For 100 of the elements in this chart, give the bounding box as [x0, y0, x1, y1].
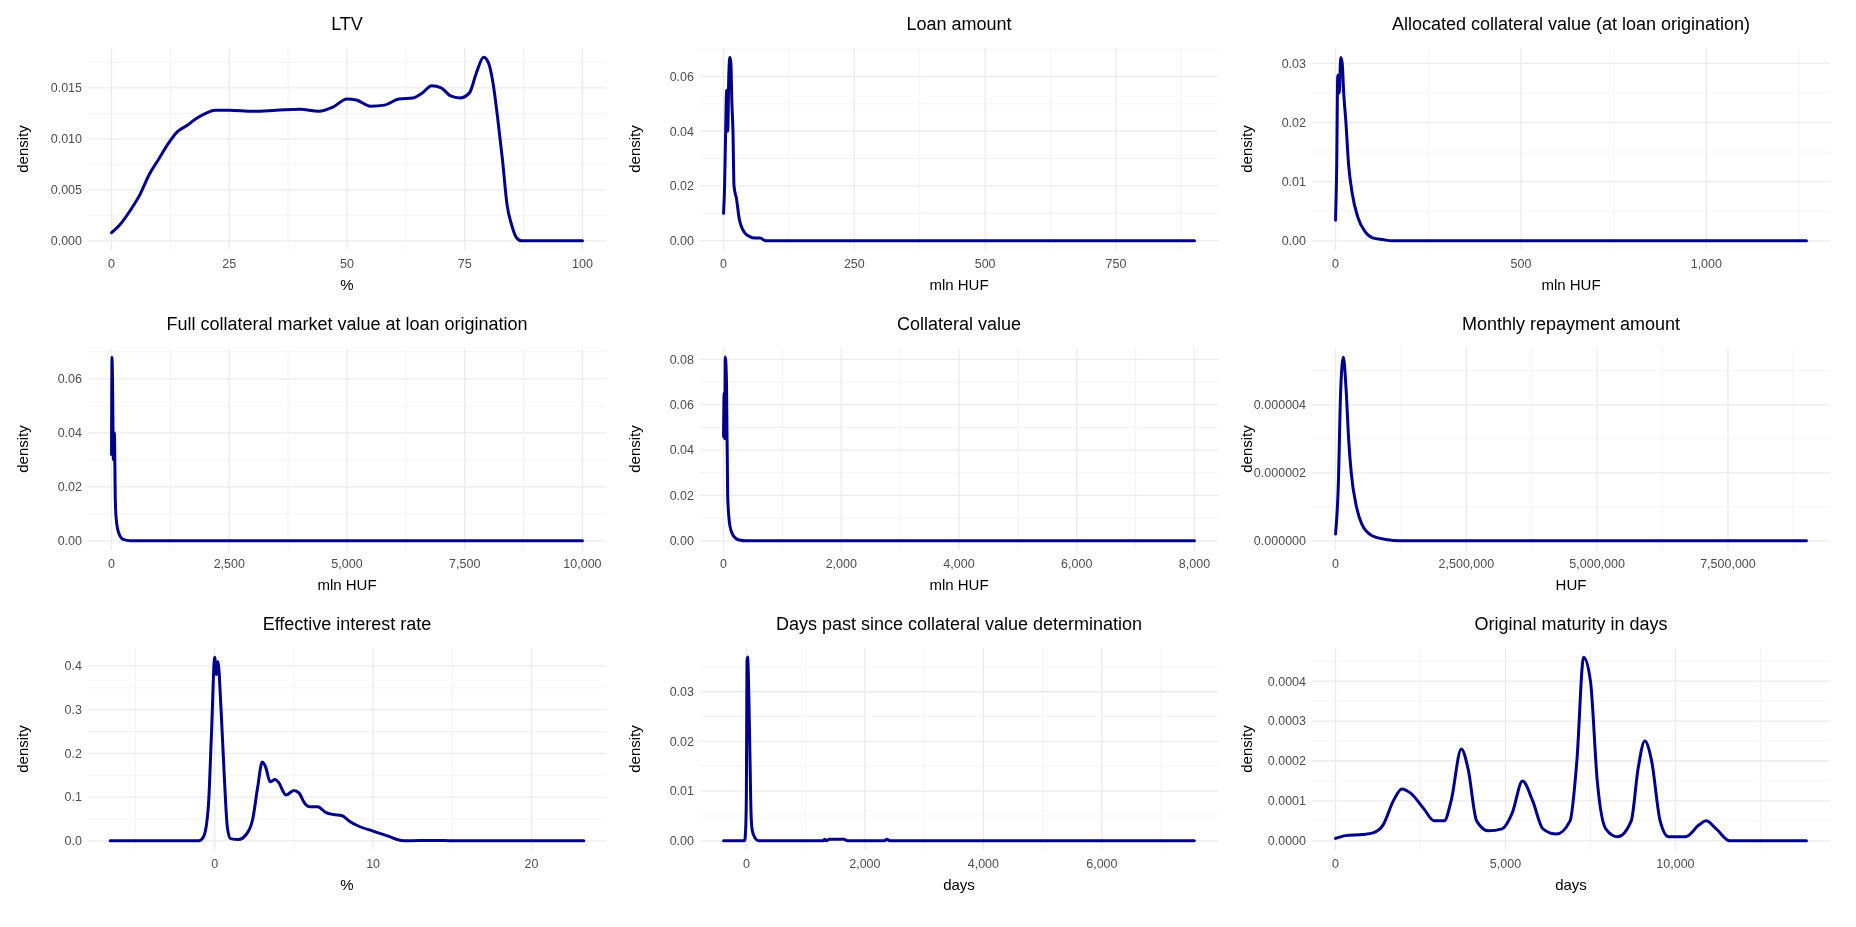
y-tick-label: 0.1 [64, 790, 83, 805]
x-axis-title: days [943, 876, 975, 893]
y-tick-label: 0.02 [57, 480, 83, 495]
chart-title: Effective interest rate [262, 614, 432, 634]
line-series [722, 655, 1196, 843]
chart-title: Original maturity in days [1474, 614, 1668, 634]
y-axis-title: density [626, 124, 643, 173]
x-tick-label: 0 [720, 257, 728, 271]
x-axis-title: mln HUF [929, 276, 989, 293]
line-series [110, 55, 584, 243]
x-axis-title: days [1555, 876, 1587, 893]
y-axis-title: density [14, 124, 31, 173]
y-axis-title: density [1238, 424, 1255, 473]
x-tick-label: 5,000 [331, 557, 363, 571]
y-tick-label: 0.02 [669, 179, 695, 194]
x-tick-label: 50 [340, 257, 354, 271]
x-tick-label: 10 [366, 857, 381, 871]
y-tick-label: 0.0001 [1267, 794, 1307, 809]
y-tick-label: 0.4 [64, 659, 83, 674]
y-tick-label: 0.02 [669, 488, 695, 503]
x-tick-label: 5,000 [1489, 857, 1522, 871]
y-tick-label: 0.02 [669, 734, 695, 749]
line-series [1334, 655, 1808, 843]
y-tick-label: 0.000 [50, 234, 83, 249]
x-tick-label: 0 [720, 557, 728, 571]
x-tick-label: 750 [1105, 257, 1127, 271]
x-tick-label: 1,000 [1690, 257, 1723, 271]
y-tick-label: 0.06 [57, 372, 83, 387]
y-tick-label: 0.000004 [1253, 398, 1307, 413]
x-tick-label: 4,000 [967, 857, 1000, 871]
x-tick-label: 2,000 [825, 557, 857, 571]
x-tick-label: 500 [974, 257, 996, 271]
y-tick-label: 0.2 [64, 746, 83, 761]
y-tick-label: 0.0 [64, 834, 83, 849]
y-tick-label: 0.04 [669, 124, 695, 139]
line-series [1334, 55, 1808, 243]
x-tick-label: 100 [572, 257, 593, 271]
y-tick-label: 0.0003 [1267, 714, 1307, 729]
x-axis-title: mln HUF [1541, 276, 1601, 293]
x-tick-label: 0 [1332, 257, 1340, 271]
y-tick-label: 0.015 [50, 81, 83, 96]
chart-title: Loan amount [906, 14, 1012, 34]
x-tick-label: 0 [108, 257, 116, 271]
x-tick-label: 6,000 [1086, 857, 1118, 871]
line-series [110, 355, 584, 543]
chart-title: Full collateral market value at loan origination [166, 314, 528, 334]
x-tick-label: 20 [524, 857, 539, 871]
x-tick-label: 0 [108, 557, 116, 571]
y-tick-label: 0.06 [669, 398, 695, 413]
y-tick-label: 0.08 [669, 352, 695, 367]
x-tick-label: 75 [457, 257, 472, 271]
y-tick-label: 0.06 [669, 69, 695, 84]
chart-title: Allocated collateral value (at loan origination) [1391, 14, 1751, 34]
y-axis-title: density [626, 724, 643, 773]
x-tick-label: 6,000 [1061, 557, 1093, 571]
chart-title: Collateral value [896, 314, 1022, 334]
y-axis-title: density [626, 424, 643, 473]
y-tick-label: 0.00 [1281, 234, 1307, 249]
x-tick-label: 5,000,000 [1569, 557, 1626, 571]
x-axis-title: HUF [1555, 576, 1587, 593]
y-tick-label: 0.0000 [1267, 834, 1307, 849]
y-tick-label: 0.01 [1281, 175, 1307, 190]
x-tick-label: 7,500 [449, 557, 481, 571]
y-axis-title: density [1238, 724, 1255, 773]
line-series [108, 655, 586, 843]
chart-title: Days past since collateral value determination [775, 614, 1143, 634]
x-tick-label: 0 [1332, 557, 1340, 571]
x-axis-title: % [340, 876, 354, 893]
x-tick-label: 10,000 [1656, 857, 1695, 871]
y-axis-title: density [14, 424, 31, 473]
x-tick-label: 7,500,000 [1700, 557, 1756, 571]
x-axis-title: mln HUF [929, 576, 989, 593]
y-tick-label: 0.005 [50, 183, 83, 198]
line-series [722, 55, 1196, 243]
line-series [722, 355, 1196, 543]
x-axis-title: % [340, 276, 354, 293]
x-tick-label: 25 [222, 257, 237, 271]
y-tick-label: 0.00 [669, 834, 695, 849]
x-tick-label: 10,000 [563, 557, 602, 571]
y-tick-label: 0.010 [50, 132, 83, 147]
y-tick-label: 0.04 [669, 443, 695, 458]
y-tick-label: 0.00 [57, 534, 83, 549]
y-tick-label: 0.0002 [1267, 754, 1307, 769]
chart-title: Monthly repayment amount [1461, 314, 1681, 334]
y-tick-label: 0.03 [669, 685, 695, 700]
y-tick-label: 0.0004 [1267, 674, 1307, 689]
x-tick-label: 2,500,000 [1438, 557, 1495, 571]
y-axis-title: density [14, 724, 31, 773]
x-tick-label: 8,000 [1178, 557, 1211, 571]
y-tick-label: 0.04 [57, 426, 83, 441]
x-tick-label: 0 [1332, 857, 1340, 871]
line-series [1334, 355, 1808, 543]
y-axis-title: density [1238, 124, 1255, 173]
y-tick-label: 0.000002 [1253, 466, 1307, 481]
x-tick-label: 0 [211, 857, 219, 871]
y-tick-label: 0.02 [1281, 115, 1307, 130]
x-tick-label: 2,500 [213, 557, 245, 571]
x-axis-title: mln HUF [317, 576, 377, 593]
y-tick-label: 0.00 [669, 534, 695, 549]
y-tick-label: 0.01 [669, 784, 695, 799]
